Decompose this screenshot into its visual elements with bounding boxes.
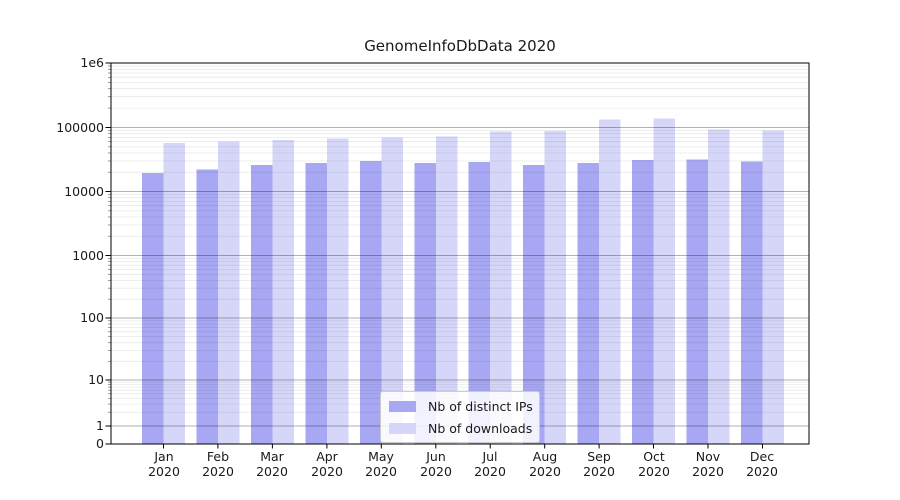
- bar-may-downloads: [381, 137, 403, 444]
- axes-spines: [110, 62, 810, 445]
- bar-feb-downloads: [217, 141, 240, 444]
- y-tick-label-100000: 100000: [56, 120, 104, 135]
- x-tick-label-apr: Apr 2020: [297, 449, 357, 479]
- y-tick-label-1: 1: [96, 418, 104, 433]
- bar-dec-downloads: [762, 130, 784, 444]
- bar-aug-downloads: [544, 131, 567, 444]
- bar-oct-distinct-ips: [632, 160, 654, 444]
- legend-swatch-downloads-icon: [389, 422, 416, 434]
- chart-title: GenomeInfoDbData 2020: [364, 37, 556, 55]
- bar-nov-distinct-ips: [686, 159, 708, 444]
- x-tick-label-year: 2020: [474, 464, 506, 479]
- bar-jan-distinct-ips: [142, 172, 164, 444]
- bar-sep-distinct-ips: [577, 162, 600, 444]
- major-gridlines: [111, 127, 809, 427]
- bar-aug-distinct-ips: [523, 164, 545, 444]
- x-tick-label-year: 2020: [256, 464, 288, 479]
- bar-mar-downloads: [272, 140, 294, 444]
- bar-jul-downloads: [490, 131, 512, 444]
- x-tick-label-aug: Aug 2020: [515, 449, 575, 479]
- x-tick-label-feb: Feb 2020: [188, 449, 248, 479]
- x-tick-label-year: 2020: [311, 464, 343, 479]
- legend-entry-downloads: Nb of downloads: [389, 420, 533, 436]
- x-tick-label-jul: Jul 2020: [460, 449, 520, 479]
- x-tick-label-jan: Jan 2020: [134, 449, 194, 479]
- x-tick-label-year: 2020: [365, 464, 397, 479]
- x-tick-label-year: 2020: [202, 464, 234, 479]
- x-tick-label-oct: Oct 2020: [624, 449, 684, 479]
- bar-may-distinct-ips: [359, 161, 382, 444]
- bar-apr-distinct-ips: [305, 162, 327, 444]
- y-tick-label-100: 100: [80, 310, 104, 325]
- legend-entry-distinct-ips: Nb of distinct IPs: [389, 398, 533, 414]
- x-tick-label-year: 2020: [583, 464, 615, 479]
- x-tick-label-nov: Nov 2020: [678, 449, 738, 479]
- legend: Nb of distinct IPs Nb of downloads: [380, 391, 540, 443]
- bar-jan-downloads: [163, 142, 185, 444]
- x-tick-label-year: 2020: [529, 464, 561, 479]
- bar-nov-downloads: [708, 129, 730, 444]
- minor-gridlines: [111, 65, 809, 413]
- x-tick-label-dec: Dec 2020: [732, 449, 792, 479]
- bar-feb-distinct-ips: [196, 169, 218, 444]
- x-tick-label-year: 2020: [692, 464, 724, 479]
- x-tick-label-year: 2020: [420, 464, 452, 479]
- bars-group: [142, 118, 784, 444]
- y-tick-label-10000: 10000: [64, 184, 104, 199]
- bar-jul-distinct-ips: [468, 161, 491, 444]
- x-tick-label-mar: Mar 2020: [242, 449, 302, 479]
- y-tick-label-0: 0: [96, 436, 104, 451]
- y-tick-label-1000: 1000: [72, 248, 104, 263]
- bar-apr-downloads: [326, 138, 349, 444]
- y-tick-label-1e6: 1e6: [80, 55, 104, 70]
- bar-dec-distinct-ips: [741, 161, 763, 444]
- x-tick-label-year: 2020: [148, 464, 180, 479]
- x-tick-label-may: May 2020: [351, 449, 411, 479]
- x-tick-label-year: 2020: [746, 464, 778, 479]
- x-tick-label-jun: Jun 2020: [406, 449, 466, 479]
- x-tick-label-year: 2020: [638, 464, 670, 479]
- bar-sep-downloads: [599, 119, 621, 444]
- bar-jun-downloads: [435, 136, 458, 444]
- y-tick-label-10: 10: [88, 372, 104, 387]
- legend-label-downloads: Nb of downloads: [428, 420, 533, 436]
- x-tick-label-sep: Sep 2020: [569, 449, 629, 479]
- legend-swatch-distinct-ips-icon: [389, 400, 416, 412]
- bar-jun-distinct-ips: [414, 162, 436, 444]
- bar-oct-downloads: [653, 118, 675, 444]
- legend-label-distinct-ips: Nb of distinct IPs: [428, 398, 533, 414]
- bar-mar-distinct-ips: [250, 164, 273, 444]
